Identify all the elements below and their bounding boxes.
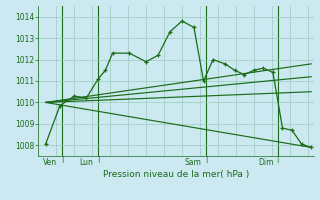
Text: |: | <box>61 156 63 163</box>
Text: Ven: Ven <box>43 158 57 167</box>
Text: Sam: Sam <box>184 158 201 167</box>
Text: |: | <box>97 156 100 163</box>
Text: Lun: Lun <box>79 158 93 167</box>
Text: |: | <box>276 156 279 163</box>
X-axis label: Pression niveau de la mer( hPa ): Pression niveau de la mer( hPa ) <box>103 170 249 179</box>
Text: Dim: Dim <box>259 158 274 167</box>
Text: |: | <box>205 156 207 163</box>
